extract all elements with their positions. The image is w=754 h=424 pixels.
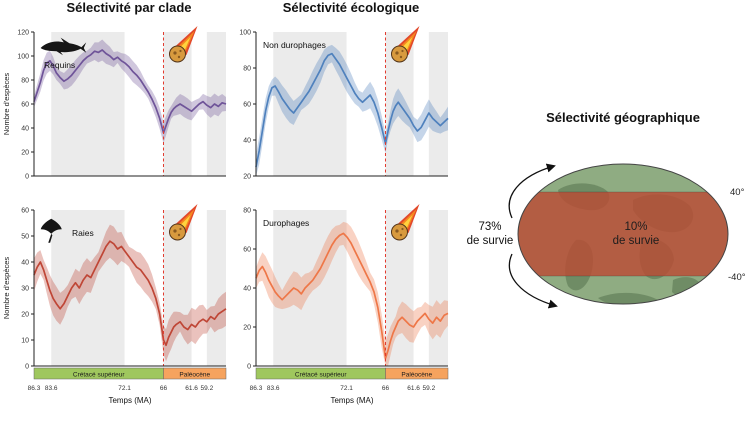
y-tick-label: 20 [243,173,251,180]
panel-title-clade: Sélectivité par clade [66,0,192,15]
y-tick-label: 40 [243,285,251,292]
diversity-line [33,49,227,134]
series-label: Raies [72,228,94,238]
meteor-icon [168,26,198,63]
x-tick-label: 83.6 [267,385,280,392]
stage-band [206,210,226,366]
meteor-icon [390,204,420,241]
y-tick-label: 20 [243,324,251,331]
y-tick-label: 120 [17,29,29,36]
x-tick-label: 61.6 [407,385,420,392]
globe-outline [517,163,729,305]
shark-icon [40,37,87,56]
diversity-line [255,232,449,360]
x-tick-label: 72.1 [340,385,353,392]
y-tick-label: 80 [243,207,251,214]
x-tick-label: 59.2 [201,385,214,392]
y-tick-label: 0 [247,363,251,370]
series-label: Requins [44,60,75,70]
world-map: 73% de survie 10% de survie 40° -40° [467,163,746,309]
stage-band [428,210,448,366]
era-bar-label: Paléocène [401,372,432,379]
y-tick-label: 60 [243,101,251,108]
y-tick-label: 40 [21,125,29,132]
latitude-label-south: -40° [728,272,746,283]
y-tick-label: 80 [21,77,29,84]
tropical-band [518,192,728,276]
x-axis-label: Temps (MA) [108,396,151,405]
y-tick-label: 80 [243,65,251,72]
high-latitude-survival-value: 73% [478,221,501,233]
x-axis-label: Temps (MA) [330,396,373,405]
y-axis-label: Nombre d'espèces [2,73,11,136]
stage-band [273,210,347,366]
panel-clade: Sélectivité par clade 0 20 40 60 80 100 120 Nom… [0,0,232,414]
series-label: Non durophages [263,40,326,50]
chart-rays: 0 10 20 30 40 50 60 Nombre d'espèces Raies Crétac… [0,200,232,414]
y-tick-label: 100 [17,53,29,60]
diversity-line [33,240,227,347]
chart-svg-sharks: 0 20 40 60 80 100 120 Nombre d'espèces Requins [2,26,227,180]
x-tick-label: 72.1 [118,385,131,392]
x-tick-label: 59.2 [423,385,436,392]
chart-non-durophages: 20 40 60 80 100 Non durophages [222,22,454,192]
x-tick-label: 66 [382,385,390,392]
chart-svg-durophages: 0 20 40 60 80 Durophages Crétacé supérieur Palé… [243,204,449,405]
y-tick-label: 0 [25,363,29,370]
diversity-line [255,52,449,168]
tropical-survival-label: de survie [613,235,660,247]
y-tick-label: 0 [25,173,29,180]
confidence-band [34,224,226,362]
chart-durophages: 0 20 40 60 80 Durophages Crétacé supérieur Palé… [222,200,454,414]
panel-ecology: Sélectivité écologique 20 40 60 80 100 Non du… [222,0,454,414]
panel-geography: Sélectivité géographique [458,110,752,341]
ray-icon [40,218,62,243]
y-tick-label: 50 [21,233,29,240]
chart-sharks: 0 20 40 60 80 100 120 Nombre d'espèces Requins [0,22,232,192]
x-tick-label: 61.6 [185,385,198,392]
high-latitude-survival-label: de survie [467,235,514,247]
series-label: Durophages [263,218,309,228]
panel-title-ecology: Sélectivité écologique [282,0,420,15]
y-tick-label: 40 [243,137,251,144]
chart-svg-rays: 0 10 20 30 40 50 60 Nombre d'espèces Raies Crétac… [2,204,227,405]
era-bar-segment [385,367,449,380]
stage-band [51,210,125,366]
y-tick-label: 30 [21,285,29,292]
y-tick-label: 60 [21,207,29,214]
y-tick-label: 20 [21,149,29,156]
era-bar-label: Paléocène [179,372,210,379]
survival-arrow-south [508,253,558,309]
y-tick-label: 10 [21,337,29,344]
survival-arrow-north [508,163,556,219]
y-tick-label: 20 [21,311,29,318]
latitude-label-north: 40° [730,187,745,198]
y-tick-label: 60 [21,101,29,108]
panel-title-geography: Sélectivité géographique [546,110,700,125]
y-tick-label: 60 [243,246,251,253]
confidence-band [34,39,226,144]
confidence-band [256,44,448,176]
meteor-icon [168,204,198,241]
stage-band [428,32,448,176]
x-tick-label: 66 [160,385,168,392]
meteor-icon [390,26,420,63]
era-bar-label: Crétacé supérieur [73,372,125,379]
x-tick-label: 86.3 [250,385,263,392]
y-tick-label: 40 [21,259,29,266]
y-axis-label: Nombre d'espèces [2,257,11,320]
x-tick-label: 86.3 [28,385,41,392]
chart-svg-non_durophages: 20 40 60 80 100 Non durophages [239,26,449,180]
tropical-survival-value: 10% [624,221,647,233]
x-tick-label: 83.6 [45,385,58,392]
confidence-band [256,221,448,366]
y-tick-label: 100 [239,29,251,36]
era-bar-segment [163,367,227,380]
stage-band [206,32,226,176]
era-bar-label: Crétacé supérieur [295,372,347,379]
